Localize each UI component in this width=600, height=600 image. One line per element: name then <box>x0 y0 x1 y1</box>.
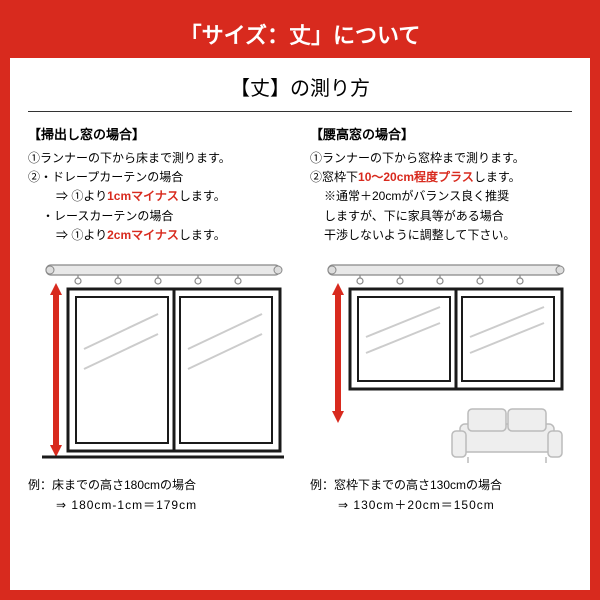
left-instructions: ①ランナーの下から床まで測ります。 ②・ドレープカーテンの場合 ⇒ ①より1cm… <box>28 149 290 245</box>
right-diagram <box>310 259 572 469</box>
right-title: 【腰高窓の場合】 <box>310 124 572 143</box>
left-example: 例：床までの高さ180cmの場合 ⇒ 180cm-1cm＝179cm <box>28 475 290 516</box>
right-line3: ※通常＋20cmがバランス良く推奨 <box>310 187 572 206</box>
right-line4: しますが、下に家具等がある場合 <box>310 207 572 226</box>
right-column: 【腰高窓の場合】 ①ランナーの下から窓枠まで測ります。 ②窓枠下10～20cm程… <box>310 124 572 516</box>
right-line2: ②窓枠下10～20cm程度プラスします。 <box>310 168 572 187</box>
header-prefix: 「サイズ：丈」 <box>180 23 333 48</box>
right-window-svg <box>310 259 570 469</box>
left-line2: ②・ドレープカーテンの場合 <box>28 168 290 187</box>
right-example-1: 例：窓枠下までの高さ130cmの場合 <box>310 475 572 495</box>
subtitle: 【丈】の測り方 <box>28 58 572 112</box>
left-window-svg <box>28 259 288 469</box>
content-row: 【掃出し窓の場合】 ①ランナーの下から床まで測ります。 ②・ドレープカーテンの場… <box>10 112 590 516</box>
left-line3a: ⇒ ①より2cmマイナスします。 <box>28 226 290 245</box>
left-column: 【掃出し窓の場合】 ①ランナーの下から床まで測ります。 ②・ドレープカーテンの場… <box>28 124 290 516</box>
header-bar: 「サイズ：丈」について <box>10 10 590 58</box>
left-line1: ①ランナーの下から床まで測ります。 <box>28 149 290 168</box>
left-example-2: ⇒ 180cm-1cm＝179cm <box>28 495 290 515</box>
left-title: 【掃出し窓の場合】 <box>28 124 290 143</box>
header-suffix: について <box>333 23 420 48</box>
left-line3: ・レースカーテンの場合 <box>28 207 290 226</box>
left-example-1: 例：床までの高さ180cmの場合 <box>28 475 290 495</box>
sofa-icon <box>452 409 562 463</box>
right-example: 例：窓枠下までの高さ130cmの場合 ⇒ 130cm＋20cm＝150cm <box>310 475 572 516</box>
left-line2a: ⇒ ①より1cmマイナスします。 <box>28 187 290 206</box>
right-instructions: ①ランナーの下から窓枠まで測ります。 ②窓枠下10～20cm程度プラスします。 … <box>310 149 572 245</box>
left-diagram <box>28 259 290 469</box>
right-line1: ①ランナーの下から窓枠まで測ります。 <box>310 149 572 168</box>
main-container: 「サイズ：丈」について 【丈】の測り方 【掃出し窓の場合】 ①ランナーの下から床… <box>0 0 600 600</box>
right-line5: 干渉しないように調整して下さい。 <box>310 226 572 245</box>
right-example-2: ⇒ 130cm＋20cm＝150cm <box>310 495 572 515</box>
